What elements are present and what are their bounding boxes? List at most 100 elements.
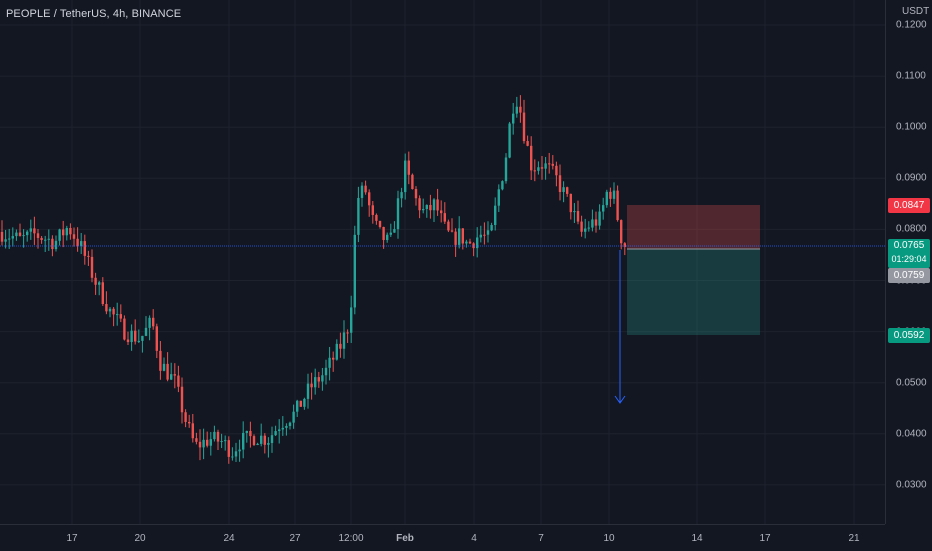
candle-body <box>512 113 515 124</box>
candle-body <box>411 174 414 190</box>
price-unit: USDT <box>902 6 930 17</box>
candle-body <box>119 314 122 319</box>
candle-body <box>231 456 234 458</box>
symbol-title[interactable]: PEOPLE / TetherUS, 4h, BINANCE <box>6 8 182 20</box>
time-tick-label: 14 <box>691 533 703 544</box>
candle-body <box>400 192 403 199</box>
candle-body <box>454 231 457 245</box>
candle-body <box>335 343 338 360</box>
candle-body <box>396 198 400 230</box>
time-axis[interactable]: 17 20 24 27 12:00 Feb 4 7 10 14 17 21 <box>0 524 885 551</box>
candle-body <box>404 160 407 193</box>
candle-body <box>317 377 320 382</box>
projection-arrow[interactable] <box>614 250 626 404</box>
candle-body <box>468 241 472 244</box>
candle-body <box>530 145 533 171</box>
candle-body <box>101 282 104 304</box>
candle-body <box>162 363 166 371</box>
candle-body <box>256 443 259 445</box>
candle-body <box>562 187 565 192</box>
stop-loss-zone[interactable] <box>627 205 760 249</box>
candle-body <box>515 106 518 114</box>
candle-body <box>375 214 378 221</box>
candle-body <box>180 386 184 413</box>
candle-body <box>483 234 486 236</box>
candle-body <box>184 412 187 422</box>
candle-body <box>591 219 594 228</box>
candle-body <box>522 112 526 142</box>
candle-body <box>537 167 540 171</box>
candle-body <box>278 429 281 432</box>
candle-body <box>533 170 536 172</box>
candle-body <box>306 383 310 399</box>
candle-body <box>292 411 295 423</box>
candle-body <box>173 374 176 376</box>
candle-body <box>346 332 349 334</box>
candle-body <box>486 230 490 235</box>
candle-body <box>389 232 392 235</box>
candle-body <box>148 317 151 328</box>
take-profit-zone[interactable] <box>627 249 760 335</box>
candle-body <box>126 339 130 343</box>
candle-body <box>558 175 562 192</box>
candle-body <box>15 232 18 237</box>
candle-body <box>166 363 169 380</box>
candle-body <box>263 435 266 445</box>
candle-body <box>260 435 263 444</box>
price-tick-label: 0.0400 <box>896 428 927 440</box>
time-tick-label: 12:00 <box>338 533 364 544</box>
candle-body <box>144 327 148 336</box>
candle-body <box>90 256 94 278</box>
candle-body <box>234 451 238 457</box>
candle-body <box>584 228 587 232</box>
candle-body <box>274 431 277 436</box>
candle-body <box>616 190 619 221</box>
candle-body <box>62 229 65 236</box>
candle-body <box>44 239 47 241</box>
candle-body <box>508 123 511 158</box>
candle-body <box>72 234 76 239</box>
candle-body <box>494 205 497 226</box>
candle-body <box>461 228 464 244</box>
candle-body <box>58 229 61 241</box>
candle-body <box>609 191 612 199</box>
candle-body <box>36 233 40 238</box>
candle-body <box>130 330 133 343</box>
candle-body <box>504 157 508 182</box>
candle-body <box>202 439 205 448</box>
candle-body <box>245 430 248 433</box>
candle-body <box>432 199 436 211</box>
candle-body <box>324 367 328 376</box>
candle-body <box>472 243 475 249</box>
candle-body <box>40 237 43 241</box>
candle-body <box>54 240 58 250</box>
candle-body <box>8 238 11 240</box>
candle-body <box>382 226 385 241</box>
candle-body <box>270 435 274 443</box>
candle-body <box>213 431 216 440</box>
candle-body <box>83 241 86 256</box>
time-tick-label: 21 <box>848 533 860 544</box>
candle-body <box>332 357 335 360</box>
time-tick-label: 10 <box>603 533 615 544</box>
candle-body <box>209 439 212 446</box>
candle-body <box>414 189 418 199</box>
candle-body <box>299 400 302 407</box>
candle-body <box>137 340 140 342</box>
price-chart[interactable] <box>0 0 885 524</box>
current-price-tag: 0.0765 01:29:04 <box>888 239 930 268</box>
candle-body <box>267 442 270 445</box>
current-price-value: 0.0765 <box>893 240 925 251</box>
price-axis[interactable]: USDT 0.12000.11000.10000.09000.08000.070… <box>885 0 932 524</box>
candle-body <box>371 205 374 215</box>
short-position-tool[interactable] <box>627 205 760 335</box>
candle-body <box>519 106 522 113</box>
candle-body <box>418 198 421 211</box>
candle-body <box>425 204 428 209</box>
candle-body <box>393 229 396 233</box>
candle-body <box>548 163 551 165</box>
candle-body <box>238 449 241 452</box>
candle-body <box>141 335 144 341</box>
candle-body <box>440 210 443 214</box>
candle-body <box>310 383 313 388</box>
